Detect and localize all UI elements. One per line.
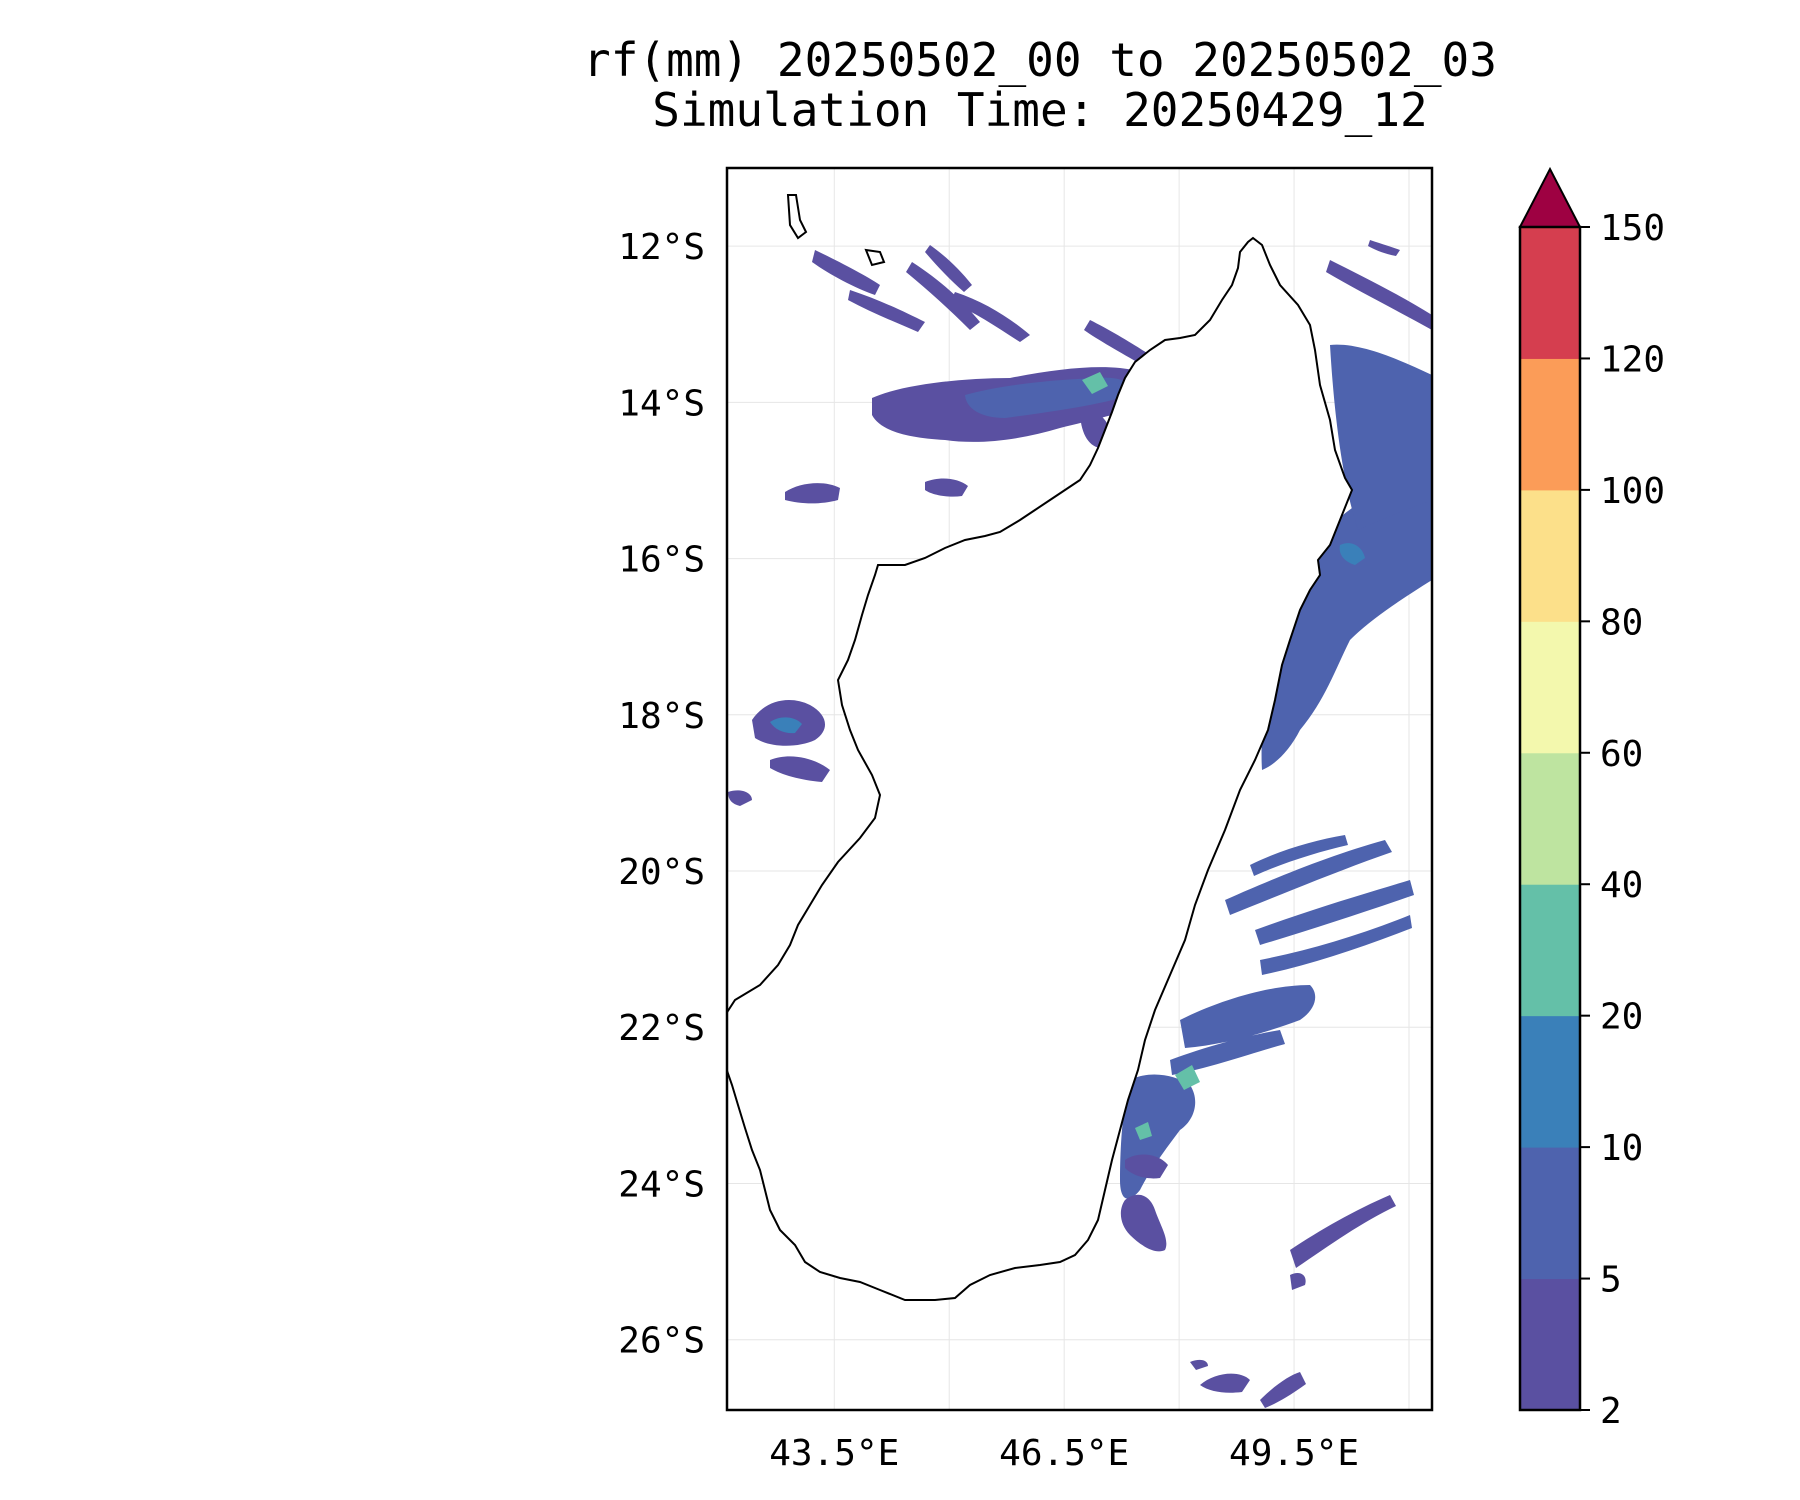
x-tick-label: 49.5°E — [1229, 1433, 1359, 1474]
colorbar-tick-label: 5 — [1600, 1260, 1622, 1301]
colorbar-segment — [1520, 884, 1580, 1017]
colorbar-segment — [1520, 227, 1580, 359]
rain-area-southeast-streaks — [1225, 835, 1414, 975]
colorbar-segment — [1520, 358, 1580, 491]
colorbar-tick-label: 120 — [1600, 339, 1665, 380]
map-axis-ticks: 12°S 14°S 16°S 18°S 20°S 22°S 24°S 26°S 43.5°E 46… — [618, 227, 1359, 1474]
rain-area-northeast-streaks — [1326, 240, 1432, 330]
coastline-islet — [864, 248, 886, 267]
y-tick-label: 16°S — [618, 540, 705, 581]
rain-area-bottom-patches — [1190, 1359, 1306, 1408]
y-tick-label: 24°S — [618, 1164, 705, 1205]
x-tick-label: 46.5°E — [999, 1433, 1129, 1474]
rain-area-west-patch — [728, 700, 830, 806]
rain-fields — [728, 240, 1432, 1408]
colorbar-tick-label: 40 — [1600, 865, 1643, 906]
colorbar-segment — [1520, 1278, 1580, 1411]
rain-area-south-coast-lower — [1120, 1154, 1168, 1252]
colorbar-tick-label: 150 — [1600, 208, 1665, 249]
rain-area-northeast-band — [1330, 344, 1432, 530]
colorbar-tick-label: 80 — [1600, 602, 1643, 643]
rain-area-north-streaks — [812, 245, 1150, 365]
colorbar-segment — [1520, 621, 1580, 754]
rain-area-far-southeast — [1290, 1195, 1396, 1290]
madagascar-coastline — [727, 236, 1354, 1301]
colorbar-segment — [1520, 752, 1580, 885]
y-tick-label: 20°S — [618, 852, 705, 893]
y-tick-label: 12°S — [618, 227, 705, 268]
rain-area-southeast-mid — [1170, 985, 1316, 1075]
colorbar-segment — [1520, 1015, 1580, 1148]
colorbar-tick-label: 10 — [1600, 1128, 1643, 1169]
colorbar-tick-label: 2 — [1600, 1391, 1622, 1432]
chart-title-line-2: Simulation Time: 20250429_12 — [652, 83, 1428, 137]
colorbar-segment — [1520, 1147, 1580, 1280]
rain-area-west-core — [770, 717, 802, 734]
rain-area-east-core — [1339, 543, 1365, 565]
y-tick-label: 18°S — [618, 696, 705, 737]
y-tick-label: 14°S — [618, 383, 705, 424]
colorbar-tick-label: 60 — [1600, 734, 1643, 775]
map-frame — [725, 166, 1434, 1412]
rain-area-northwest-peak — [1082, 372, 1108, 394]
colorbar-frame — [1518, 225, 1582, 1412]
rain-area-south-peak — [1135, 1065, 1200, 1140]
colorbar-tick-label: 20 — [1600, 997, 1643, 1038]
coastline-islet — [786, 194, 808, 240]
chart-title-line-1: rf(mm) 20250502_00 to 20250502_03 — [583, 33, 1497, 87]
colorbar-extend-max — [1518, 166, 1582, 228]
rain-area-north-patch — [785, 409, 1110, 504]
colorbar: 2 5 10 20 40 60 80 100 120 150 — [1518, 166, 1665, 1432]
colorbar-tick-label: 100 — [1600, 471, 1665, 512]
x-tick-label: 43.5°E — [769, 1433, 899, 1474]
colorbar-segment — [1520, 489, 1580, 622]
y-tick-label: 22°S — [618, 1008, 705, 1049]
y-tick-label: 26°S — [618, 1321, 705, 1362]
